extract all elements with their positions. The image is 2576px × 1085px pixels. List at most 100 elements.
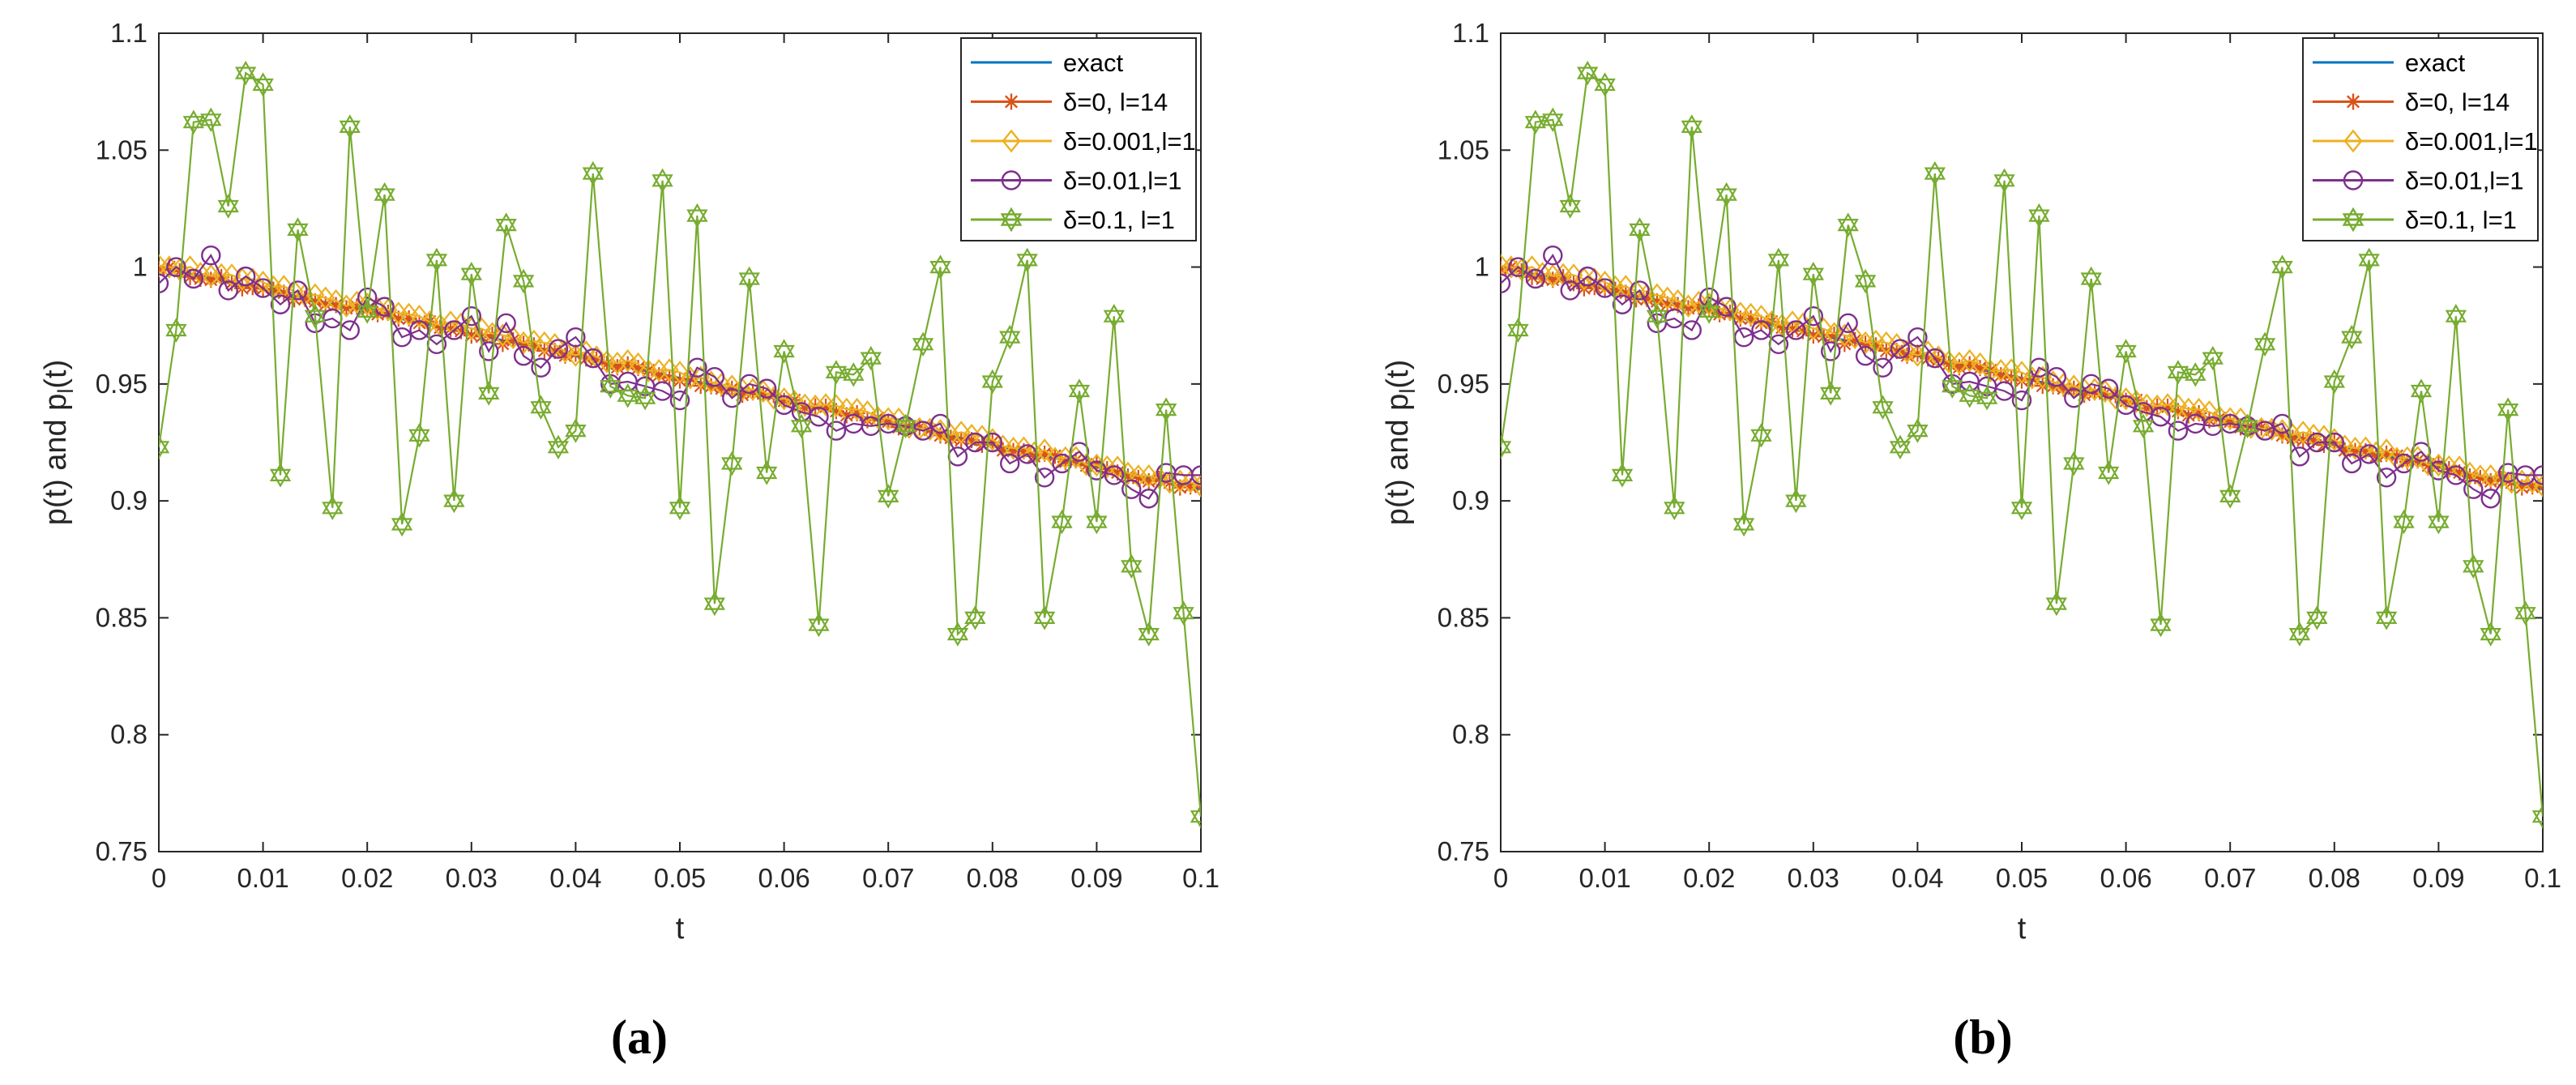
data-point-hexagram (1611, 463, 1634, 488)
data-point-hexagram (1681, 114, 1702, 139)
data-point-asterisk (848, 405, 865, 422)
data-point-circle (479, 341, 499, 361)
data-point-asterisk (1857, 335, 1874, 352)
x-tick-label: 0.07 (862, 863, 914, 893)
data-point-diamond (2377, 438, 2396, 462)
data-point-hexagram (1942, 374, 1963, 399)
data-point-circle (531, 357, 551, 378)
data-point-asterisk (1130, 469, 1147, 486)
data-point-diamond (2001, 358, 2021, 382)
data-point-asterisk (452, 323, 469, 340)
data-point-asterisk (994, 442, 1011, 459)
data-point-hexagram (512, 268, 535, 294)
legend-item-0-l-14: δ=0, l=14 (971, 88, 1168, 117)
data-point-hexagram (495, 212, 517, 237)
data-point-circle (1501, 273, 1511, 293)
data-point-diamond (1856, 331, 1875, 355)
data-point-diamond (660, 358, 679, 382)
y-axis-label: p(t) and pl(t) (1381, 360, 1420, 526)
data-point-circle (2532, 465, 2543, 485)
data-point-asterisk (1950, 359, 1967, 376)
data-point-diamond (1596, 271, 1615, 294)
data-point-hexagram (530, 395, 552, 420)
data-point-asterisk (754, 385, 771, 402)
plot-series-group (159, 60, 1201, 829)
legend-item-0-l-14: δ=0, l=14 (2313, 88, 2510, 117)
data-point-hexagram (2480, 622, 2501, 647)
data-point-circle (2064, 387, 2084, 408)
data-point-hexagram (200, 107, 222, 132)
legend-item-0-01-l-1: δ=0.01,l=1 (2313, 167, 2524, 195)
x-tick-label: 0.03 (446, 863, 498, 893)
data-point-asterisk (2117, 392, 2134, 409)
data-point-asterisk (734, 387, 751, 404)
data-point-circle (2272, 413, 2292, 434)
data-point-hexagram (1976, 385, 1998, 411)
data-point-circle (930, 413, 951, 434)
data-point-asterisk (1172, 479, 1189, 496)
data-point-asterisk (2096, 385, 2113, 402)
data-point-circle (1138, 489, 1159, 509)
data-point-hexagram (2445, 303, 2467, 329)
x-tick-label: 0.04 (1891, 863, 1943, 893)
data-point-asterisk (1680, 300, 1697, 317)
data-point-hexagram (912, 331, 934, 357)
data-point-asterisk (1088, 455, 1105, 472)
data-point-asterisk (2347, 442, 2364, 459)
data-point-diamond (2012, 361, 2031, 384)
data-point-diamond (1543, 264, 1562, 288)
data-point-asterisk (2336, 442, 2353, 459)
data-point-hexagram (1924, 160, 1946, 186)
data-point-diamond (608, 351, 627, 375)
data-point-hexagram (1016, 247, 1038, 273)
data-point-hexagram (2323, 369, 2346, 395)
data-point-asterisk (2169, 403, 2186, 420)
data-point-asterisk (1940, 356, 1957, 373)
data-point-asterisk (370, 305, 387, 323)
data-point-hexagram (877, 484, 899, 509)
data-point-circle (444, 320, 464, 340)
chart-panel-a: 0 0.01 0.02 0.03 0.04 0.05 0.06 0.07 0.08 0.09 0.1… (39, 18, 1220, 1064)
legend-marker-circle (1001, 170, 1022, 190)
data-point-asterisk (546, 343, 563, 360)
x-tick-label: 0.1 (1182, 863, 1220, 893)
data-point-hexagram (2202, 345, 2224, 371)
data-point-asterisk (1036, 445, 1053, 462)
data-point-circle (409, 320, 429, 340)
data-point-asterisk (203, 271, 220, 288)
data-point-asterisk (651, 367, 668, 384)
legend-marker-asterisk (2345, 93, 2361, 110)
data-point-asterisk (348, 298, 365, 315)
data-point-circle (2168, 421, 2189, 441)
data-point-hexagram (252, 72, 274, 97)
data-point-asterisk (661, 369, 678, 387)
data-point-diamond (1741, 302, 1761, 327)
data-point-asterisk (1993, 367, 2010, 384)
data-point-asterisk (2201, 412, 2218, 429)
data-point-hexagram (2497, 397, 2519, 422)
data-point-asterisk (525, 337, 542, 354)
y-tick-label: 1 (133, 252, 147, 282)
data-point-circle (1994, 381, 2014, 401)
data-point-asterisk (432, 319, 449, 336)
data-point-hexagram (269, 463, 292, 488)
data-point-hexagram (234, 60, 257, 86)
data-point-asterisk (2524, 478, 2541, 495)
data-point-diamond (254, 271, 273, 294)
data-point-hexagram (1767, 247, 1790, 273)
data-point-circle (1890, 339, 1911, 359)
data-point-circle (2394, 453, 2414, 474)
data-point-diamond (399, 302, 419, 327)
data-point-circle (1034, 468, 1055, 488)
data-point-asterisk (1920, 350, 1937, 367)
series-line (1501, 71, 2543, 817)
data-point-hexagram (1138, 622, 1160, 647)
data-point-asterisk (797, 399, 814, 416)
data-point-hexagram (1068, 378, 1091, 404)
data-point-hexagram (2045, 591, 2068, 617)
data-point-diamond (2168, 394, 2188, 417)
data-point-circle (235, 266, 256, 287)
data-point-hexagram (860, 345, 882, 371)
data-point-asterisk (1805, 327, 1822, 344)
data-point-circle (2116, 395, 2136, 416)
